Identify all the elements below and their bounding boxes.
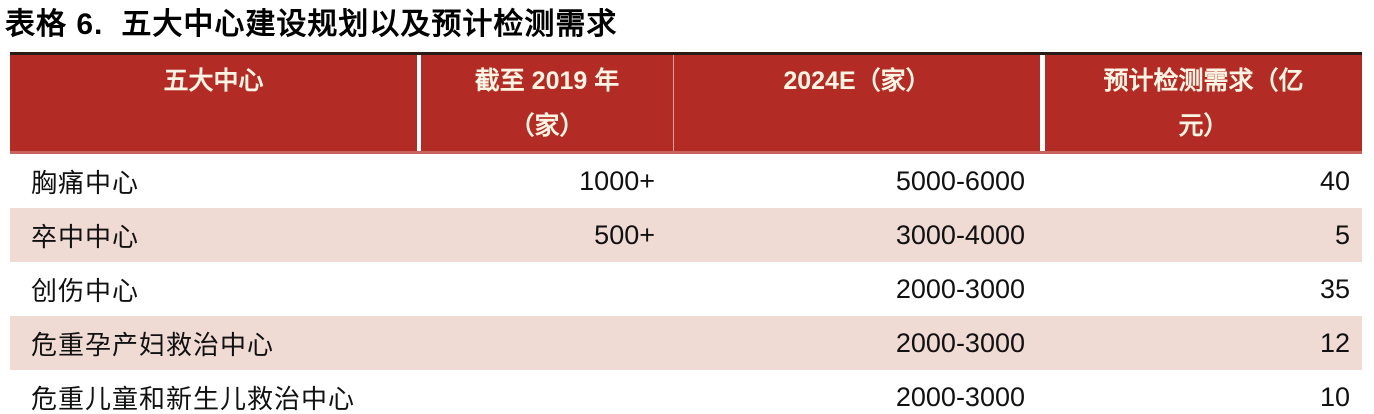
cell-center-name: 危重孕产妇救治中心 <box>31 330 275 361</box>
table-caption: 表格 6. 五大中心建设规划以及预计检测需求 <box>5 3 1365 47</box>
header-cell-center: 五大中心 <box>10 55 417 151</box>
cell-2024e: 3000-4000 <box>895 219 1025 250</box>
table-row: 胸痛中心 1000+ 5000-6000 40 <box>10 154 1362 208</box>
cell-demand: 35 <box>1319 273 1350 304</box>
header-line: 截至 2019 年 <box>474 67 620 95</box>
cell-2024e: 2000-3000 <box>895 273 1025 304</box>
header-line: 预计检测需求（亿 <box>1103 67 1304 95</box>
cell-demand: 10 <box>1319 381 1350 412</box>
cell-as-of-2019: 1000+ <box>579 165 655 196</box>
cell-center-name: 创伤中心 <box>31 276 140 307</box>
cell-as-of-2019: 500+ <box>594 219 655 250</box>
header-line: （家） <box>509 112 585 140</box>
table-row: 卒中中心 500+ 3000-4000 5 <box>10 208 1362 262</box>
header-line <box>674 104 1040 149</box>
data-table: 五大中心 截至 2019 年 （家） 2024E（家） 预计检测需求（亿 元） … <box>10 52 1362 414</box>
cell-center-name: 卒中中心 <box>31 222 140 253</box>
table-row: 危重儿童和新生儿救治中心 2000-3000 10 <box>10 370 1362 414</box>
cell-demand: 5 <box>1334 219 1350 250</box>
table-header-row: 五大中心 截至 2019 年 （家） 2024E（家） 预计检测需求（亿 元） <box>10 52 1362 154</box>
header-cell-as-of-2019: 截至 2019 年 （家） <box>417 55 673 151</box>
header-cell-2024e: 2024E（家） <box>673 55 1040 151</box>
header-line <box>10 104 417 149</box>
header-cell-demand: 预计检测需求（亿 元） <box>1040 55 1362 151</box>
table-caption-text: 五大中心建设规划以及预计检测需求 <box>121 7 618 42</box>
header-line: 五大中心 <box>163 67 264 95</box>
cell-2024e: 2000-3000 <box>895 381 1025 412</box>
cell-demand: 12 <box>1319 327 1350 358</box>
cell-demand: 40 <box>1319 165 1350 196</box>
cell-center-name: 危重儿童和新生儿救治中心 <box>31 384 356 414</box>
cell-2024e: 2000-3000 <box>895 327 1025 358</box>
header-line: 元） <box>1178 112 1229 140</box>
table-row: 危重孕产妇救治中心 2000-3000 12 <box>10 316 1362 370</box>
header-line: 2024E（家） <box>783 67 931 95</box>
table-row: 创伤中心 2000-3000 35 <box>10 262 1362 316</box>
table-caption-number: 表格 6. <box>5 8 104 41</box>
cell-center-name: 胸痛中心 <box>31 168 140 199</box>
cell-2024e: 5000-6000 <box>895 165 1025 196</box>
